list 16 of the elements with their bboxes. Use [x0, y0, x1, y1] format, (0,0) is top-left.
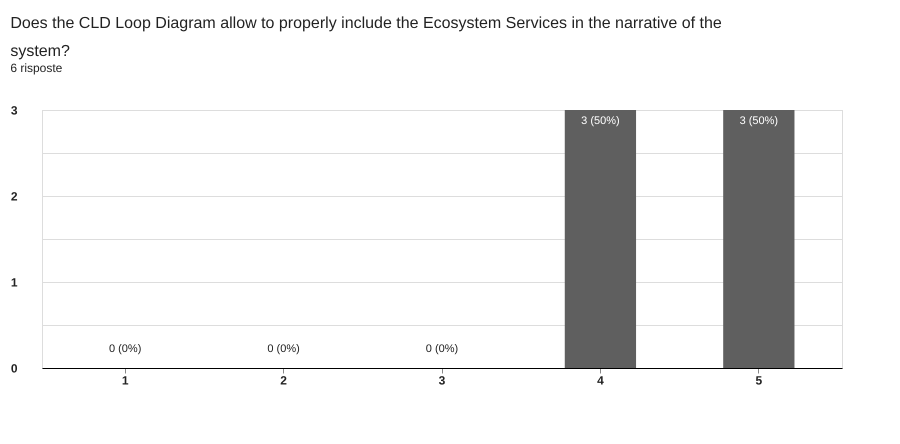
x-tick-label: 3 — [438, 374, 446, 388]
chart-subtitle: 6 risposte — [10, 61, 63, 75]
x-tick-label: 2 — [280, 374, 288, 388]
data-label: 0 (0%) — [267, 343, 300, 355]
x-tick-label: 1 — [122, 374, 129, 388]
data-label: 3 (50%) — [740, 115, 778, 127]
x-tick-label: 4 — [597, 374, 604, 388]
data-label: 0 (0%) — [108, 343, 142, 355]
y-tick-label: 3 — [10, 104, 18, 118]
x-tick-label: 5 — [755, 374, 762, 388]
data-label: 3 (50%) — [581, 115, 620, 127]
y-tick-label: 1 — [10, 276, 18, 290]
chart-title: Does the CLD Loop Diagram allow to properly include the Ecosystem Services in the narrative of the system? — [10, 15, 722, 60]
data-label: 0 (0%) — [426, 343, 458, 355]
y-tick-label: 2 — [10, 190, 18, 204]
y-tick-label: 0 — [10, 362, 18, 376]
